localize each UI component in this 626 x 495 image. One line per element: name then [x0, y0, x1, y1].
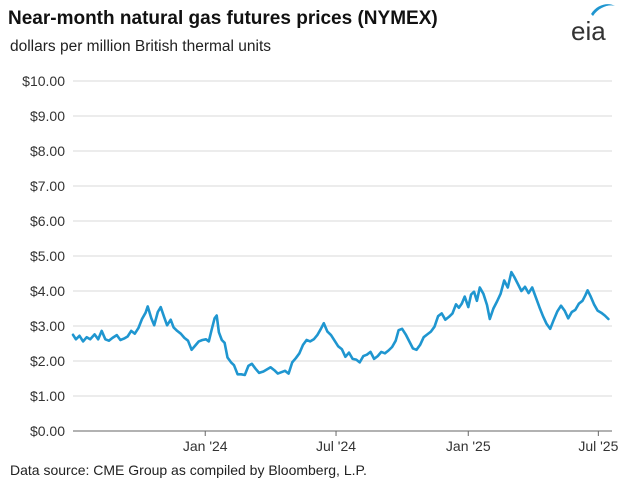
logo-swoosh — [591, 4, 615, 16]
y-tick-label: $3.00 — [30, 318, 65, 334]
eia-logo: eia — [571, 4, 615, 44]
y-tick-label: $0.00 — [30, 423, 65, 439]
x-tick-label: Jan '25 — [446, 438, 491, 454]
x-axis: Jan '24 Jul '24 Jan '25 Jul '25 — [183, 431, 619, 454]
y-axis: $0.00 $1.00 $2.00 $3.00 $4.00 $5.00 $6.00 $7.00… — [22, 73, 65, 439]
y-tick-label: $7.00 — [30, 178, 65, 194]
y-tick-label: $6.00 — [30, 213, 65, 229]
y-tick-label: $4.00 — [30, 283, 65, 299]
x-tick-label: Jul '25 — [578, 438, 618, 454]
y-tick-label: $10.00 — [22, 73, 65, 89]
y-tick-label: $5.00 — [30, 248, 65, 264]
y-tick-label: $9.00 — [30, 108, 65, 124]
logo-text: eia — [571, 16, 606, 44]
series-line — [71, 270, 610, 377]
y-tick-label: $1.00 — [30, 388, 65, 404]
y-tick-label: $2.00 — [30, 353, 65, 369]
chart-title: Near-month natural gas futures prices (N… — [8, 8, 438, 29]
x-tick-label: Jan '24 — [183, 438, 228, 454]
data-source-note: Data source: CME Group as compiled by Bl… — [10, 462, 367, 478]
x-tick-label: Jul '24 — [316, 438, 356, 454]
y-tick-label: $8.00 — [30, 143, 65, 159]
grid-layer — [73, 80, 612, 432]
chart-subtitle: dollars per million British thermal unit… — [10, 38, 272, 55]
